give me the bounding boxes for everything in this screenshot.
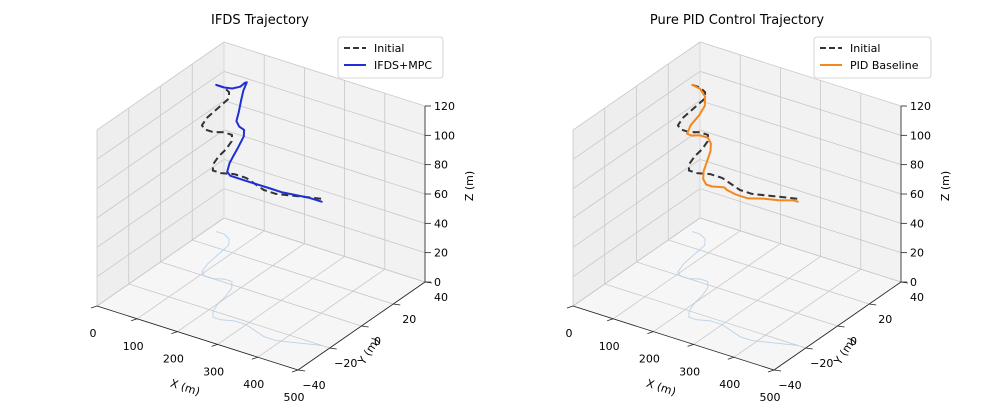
x-tick-label: 400 bbox=[719, 378, 740, 391]
x-tick-mark bbox=[251, 356, 258, 360]
z-tick-label: 40 bbox=[910, 217, 924, 230]
x-tick-mark bbox=[687, 344, 694, 347]
x-tick-label: 300 bbox=[679, 365, 700, 378]
x-tick-label: 200 bbox=[639, 353, 660, 366]
x-tick-mark bbox=[727, 356, 734, 360]
y-tick-label: −40 bbox=[302, 379, 325, 392]
y-tick-mark bbox=[329, 347, 337, 350]
y-tick-label: 40 bbox=[434, 291, 448, 304]
panel-ifds: 0100200300400500−40−20020400204060801001… bbox=[90, 13, 477, 404]
y-tick-mark bbox=[297, 369, 306, 372]
x-axis-line bbox=[96, 305, 299, 371]
x-tick-label: 200 bbox=[163, 353, 184, 366]
x-tick-label: 500 bbox=[284, 391, 305, 404]
legend-label: IFDS+MPC bbox=[374, 59, 432, 72]
x-tick-mark bbox=[566, 305, 574, 309]
y-tick-label: 20 bbox=[402, 313, 416, 326]
y-tick-label: 0 bbox=[374, 335, 381, 348]
z-tick-label: 120 bbox=[434, 100, 455, 113]
chart-title: Pure PID Control Trajectory bbox=[650, 13, 824, 28]
series-line-ifds-mpc bbox=[215, 81, 323, 203]
series-line-initial bbox=[200, 83, 322, 200]
x-tick-mark bbox=[131, 318, 138, 322]
x-tick-label: 500 bbox=[760, 391, 781, 404]
y-tick-mark bbox=[837, 325, 845, 328]
floor-projection-line bbox=[677, 231, 798, 346]
y-tick-mark bbox=[805, 347, 813, 350]
z-axis-label: Z (m) bbox=[939, 171, 952, 201]
y-tick-label: 0 bbox=[850, 335, 857, 348]
x-tick-label: 300 bbox=[203, 365, 224, 378]
x-tick-label: 400 bbox=[243, 378, 264, 391]
z-tick-label: 100 bbox=[434, 129, 455, 142]
x-tick-label: 0 bbox=[566, 327, 573, 340]
x-tick-mark bbox=[90, 305, 98, 309]
y-tick-label: 40 bbox=[910, 291, 924, 304]
z-tick-label: 120 bbox=[910, 100, 931, 113]
x-tick-mark bbox=[767, 369, 775, 373]
y-tick-label: −20 bbox=[334, 357, 357, 370]
z-tick-label: 60 bbox=[434, 188, 448, 201]
z-tick-label: 80 bbox=[910, 159, 924, 172]
y-tick-label: −40 bbox=[778, 379, 801, 392]
y-tick-label: −20 bbox=[810, 357, 833, 370]
x-tick-mark bbox=[647, 331, 654, 334]
x-tick-label: 100 bbox=[599, 340, 620, 353]
panel-pid: 0100200300400500−40−20020400204060801001… bbox=[566, 13, 953, 404]
z-tick-label: 60 bbox=[910, 188, 924, 201]
x-tick-mark bbox=[171, 331, 178, 334]
x-axis-label: X (m) bbox=[645, 377, 678, 399]
z-tick-label: 80 bbox=[434, 159, 448, 172]
z-tick-label: 0 bbox=[434, 276, 441, 289]
legend-label: Initial bbox=[374, 42, 404, 55]
z-tick-label: 0 bbox=[910, 276, 917, 289]
y-tick-mark bbox=[773, 369, 782, 372]
x-tick-mark bbox=[211, 344, 218, 347]
y-axis-label: Y (m) bbox=[355, 335, 383, 368]
x-tick-mark bbox=[607, 318, 614, 322]
floor-projection-line bbox=[201, 231, 322, 346]
y-tick-label: 20 bbox=[878, 313, 892, 326]
z-tick-label: 100 bbox=[910, 129, 931, 142]
legend-label: Initial bbox=[850, 42, 880, 55]
y-tick-mark bbox=[393, 303, 401, 306]
z-tick-label: 20 bbox=[434, 247, 448, 260]
series-line-initial bbox=[676, 83, 798, 200]
x-axis-line bbox=[572, 305, 775, 371]
z-tick-label: 20 bbox=[910, 247, 924, 260]
x-tick-label: 0 bbox=[90, 327, 97, 340]
series-line-pid-baseline bbox=[686, 83, 799, 203]
x-tick-label: 100 bbox=[123, 340, 144, 353]
y-axis-label: Y (m) bbox=[831, 335, 859, 368]
x-tick-mark bbox=[291, 369, 299, 373]
y-tick-mark bbox=[361, 325, 369, 328]
z-tick-label: 40 bbox=[434, 217, 448, 230]
y-tick-mark bbox=[869, 303, 877, 306]
x-axis-label: X (m) bbox=[169, 377, 202, 399]
chart-title: IFDS Trajectory bbox=[211, 13, 309, 28]
legend-label: PID Baseline bbox=[850, 59, 919, 72]
legend-box bbox=[813, 36, 932, 79]
z-axis-label: Z (m) bbox=[463, 171, 476, 201]
